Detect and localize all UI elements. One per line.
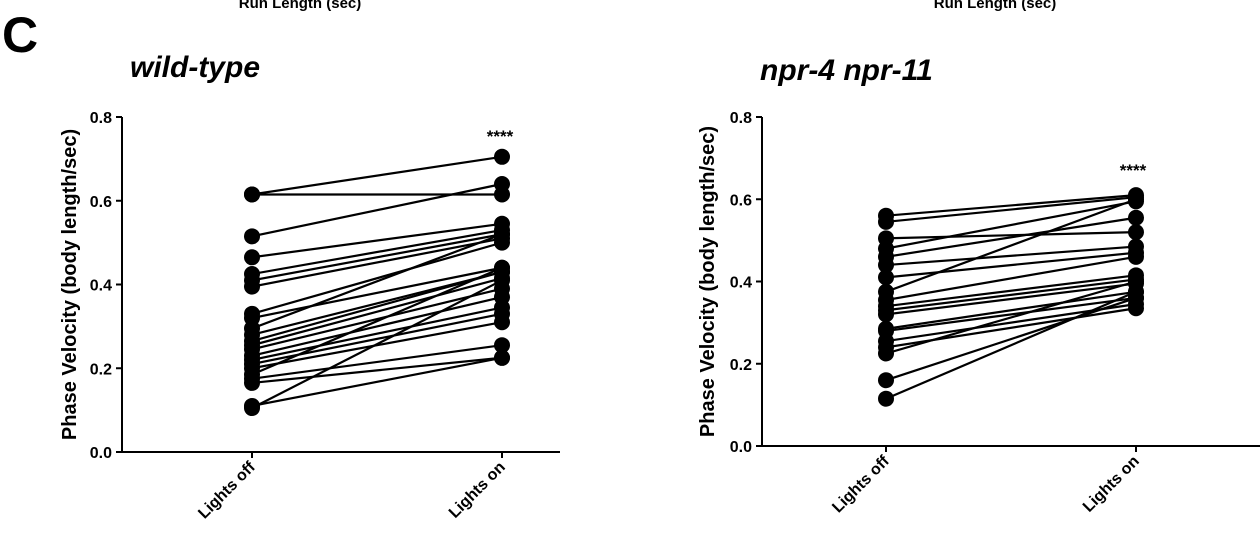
pair-line <box>251 295 503 357</box>
pair-line <box>885 198 1137 293</box>
chart-title: wild-type <box>130 51 260 84</box>
pair-line <box>885 282 1137 316</box>
pair-line <box>885 290 1137 330</box>
y-tick-label: 0.6 <box>90 194 112 211</box>
y-axis-label: Phase Velocity (body length/sec) <box>59 129 81 440</box>
y-tick-label: 0.8 <box>730 110 752 127</box>
chart-npr-4-npr-11: npr-4 npr-11 Phase Velocity (body length/… <box>697 54 1260 516</box>
pair-line <box>251 266 503 320</box>
point-lights-on <box>494 176 510 192</box>
pair-line <box>251 277 503 347</box>
pair-line <box>885 255 1137 302</box>
pair-line <box>251 266 503 376</box>
pair-line <box>251 356 503 408</box>
y-tick-label: 0.0 <box>90 445 112 462</box>
x-tick-label: Lights on <box>1080 453 1143 516</box>
y-tick-label: 0.4 <box>730 275 752 292</box>
point-lights-on <box>1128 209 1144 226</box>
pair-line <box>885 274 1137 308</box>
x-tick-label: Lights off <box>195 458 259 522</box>
pair-line <box>251 306 503 361</box>
point-lights-on <box>494 259 510 276</box>
point-lights-off <box>244 374 260 391</box>
point-lights-on <box>494 337 510 354</box>
top-label-right: Run Length (sec) <box>934 0 1057 12</box>
panel-letter: C <box>2 7 38 63</box>
y-tick-label: 0.0 <box>730 439 752 456</box>
pair-line <box>251 356 503 385</box>
top-label-left: Run Length (sec) <box>239 0 362 12</box>
point-lights-on <box>494 314 510 331</box>
pair-line <box>251 222 503 259</box>
pair-line <box>251 155 503 196</box>
pair-line <box>885 296 1137 382</box>
pair-line <box>885 278 1137 312</box>
point-lights-off <box>878 306 894 323</box>
y-tick-label: 0.6 <box>730 192 752 209</box>
pair-line <box>885 196 1137 223</box>
pair-line <box>251 287 503 351</box>
point-lights-on <box>1128 224 1144 241</box>
pair-line <box>885 194 1137 217</box>
significance-annotation: **** <box>1120 161 1147 180</box>
chart-title: npr-4 npr-11 <box>760 54 933 87</box>
y-tick-label: 0.4 <box>90 278 112 295</box>
x-tick-label: Lights on <box>446 459 509 522</box>
point-lights-off <box>878 372 894 389</box>
pair-line <box>885 280 1137 355</box>
pair-line <box>251 241 503 315</box>
point-lights-off <box>878 345 894 362</box>
pair-line <box>251 237 503 288</box>
pair-line <box>885 216 1137 258</box>
pair-line <box>251 270 503 343</box>
point-lights-on <box>494 272 510 289</box>
point-lights-on <box>1128 248 1144 265</box>
y-tick-label: 0.2 <box>730 357 752 374</box>
point-lights-on <box>494 349 510 366</box>
point-lights-off <box>244 278 260 295</box>
point-lights-off <box>244 228 260 245</box>
point-lights-off <box>878 269 894 286</box>
point-lights-on <box>1128 283 1144 300</box>
pair-line <box>885 245 1137 267</box>
point-lights-on <box>1128 191 1144 208</box>
y-tick-label: 0.2 <box>90 361 112 378</box>
pair-line <box>251 228 503 276</box>
pair-line <box>885 200 1137 250</box>
pair-line <box>251 233 503 282</box>
pair-line <box>885 231 1137 240</box>
point-lights-off <box>878 213 894 230</box>
y-axis-label: Phase Velocity (body length/sec) <box>697 126 719 437</box>
x-tick-label: Lights off <box>829 452 893 516</box>
pair-line <box>885 251 1137 279</box>
significance-annotation: **** <box>487 127 514 146</box>
point-lights-off <box>244 400 260 417</box>
pair-line <box>885 290 1137 400</box>
point-lights-off <box>878 257 894 274</box>
pair-line <box>251 233 503 330</box>
point-lights-off <box>878 390 894 407</box>
pair-line <box>251 344 503 380</box>
pair-line <box>885 296 1137 332</box>
pair-line <box>251 279 503 410</box>
point-lights-off <box>244 186 260 203</box>
point-lights-on <box>494 226 510 243</box>
point-lights-on <box>494 148 510 165</box>
chart-wild-type: wild-type Phase Velocity (body length/sec… <box>59 51 560 522</box>
point-lights-off <box>244 249 260 266</box>
pair-line <box>251 182 503 238</box>
y-tick-label: 0.8 <box>90 110 112 127</box>
